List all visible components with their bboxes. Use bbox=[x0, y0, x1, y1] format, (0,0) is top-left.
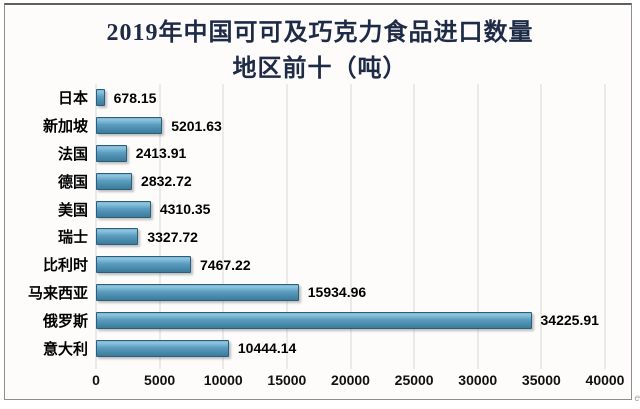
bar-8 bbox=[96, 311, 532, 329]
bar-row: 马来西亚 15934.96 bbox=[6, 279, 605, 307]
category-label: 德国 bbox=[57, 173, 88, 191]
bar-1 bbox=[96, 117, 163, 135]
category-label: 美国 bbox=[57, 201, 88, 219]
bar-row: 意大利 10444.14 bbox=[6, 334, 605, 362]
bar-row: 俄罗斯 34225.91 bbox=[6, 306, 605, 334]
bar-track: 2832.72 bbox=[96, 167, 605, 195]
bar-9 bbox=[96, 339, 229, 357]
value-label: 4310.35 bbox=[159, 201, 211, 218]
bar-track: 678.15 bbox=[96, 84, 605, 112]
value-label: 2832.72 bbox=[141, 173, 192, 190]
bar-track: 15934.96 bbox=[96, 279, 605, 307]
value-label: 10444.14 bbox=[237, 340, 297, 357]
x-tick-label: 20000 bbox=[331, 372, 370, 388]
x-tick-label: 10000 bbox=[203, 372, 243, 388]
bar-4 bbox=[96, 200, 151, 218]
bar-row: 瑞士 3327.72 bbox=[6, 223, 605, 251]
chart-title-line1: 2019年中国可可及巧克力食品进口数量 bbox=[106, 20, 534, 46]
category-label: 俄罗斯 bbox=[42, 312, 88, 330]
bar-row: 日本 678.15 bbox=[6, 84, 605, 112]
value-label: 34225.91 bbox=[540, 312, 599, 329]
bar-track: 4310.35 bbox=[96, 195, 605, 223]
x-tick-label: 30000 bbox=[458, 372, 498, 388]
x-tick-label: 15000 bbox=[267, 372, 307, 388]
category-label: 法国 bbox=[57, 145, 88, 163]
bar-2 bbox=[96, 144, 127, 162]
x-tick-label: 40000 bbox=[585, 372, 625, 388]
bar-5 bbox=[96, 228, 139, 246]
bar-track: 7467.22 bbox=[96, 251, 605, 279]
chart-title: 2019年中国可可及巧克力食品进口数量 地区前十（吨） bbox=[0, 15, 640, 87]
corner-watermark-mark: e bbox=[634, 393, 640, 404]
bar-row: 美国 4310.35 bbox=[6, 195, 605, 223]
bar-7 bbox=[96, 283, 299, 301]
x-tick-label: 5000 bbox=[144, 372, 176, 388]
bar-track: 10444.14 bbox=[96, 334, 605, 362]
bar-track: 3327.72 bbox=[96, 223, 605, 251]
bar-row: 新加坡 5201.63 bbox=[6, 112, 605, 140]
category-label: 比利时 bbox=[42, 257, 88, 275]
x-tick-label: 25000 bbox=[394, 372, 434, 388]
category-label: 意大利 bbox=[42, 340, 88, 358]
value-label: 15934.96 bbox=[307, 284, 367, 301]
bar-track: 5201.63 bbox=[96, 112, 605, 140]
bar-row: 法国 2413.91 bbox=[6, 140, 605, 168]
bar-track: 34225.91 bbox=[96, 306, 605, 334]
x-tick-label: 35000 bbox=[521, 372, 561, 388]
bar-rows: 日本 678.15 新加坡 5201.63 法国 2413.91 德国 2832.72 美国 43… bbox=[6, 84, 605, 362]
category-label: 日本 bbox=[57, 90, 88, 108]
value-label: 3327.72 bbox=[147, 228, 198, 245]
value-label: 7467.22 bbox=[200, 256, 251, 273]
bar-track: 2413.91 bbox=[96, 140, 605, 168]
category-label: 瑞士 bbox=[57, 229, 88, 247]
category-label: 马来西亚 bbox=[27, 284, 88, 302]
bar-6 bbox=[96, 256, 192, 274]
category-label: 新加坡 bbox=[42, 118, 88, 136]
bar-0 bbox=[96, 89, 105, 107]
value-label: 5201.63 bbox=[171, 117, 222, 134]
bar-row: 比利时 7467.22 bbox=[6, 251, 605, 279]
value-label: 2413.91 bbox=[135, 145, 187, 162]
bar-3 bbox=[96, 172, 133, 190]
bar-row: 德国 2832.72 bbox=[6, 167, 605, 195]
x-tick-label: 0 bbox=[92, 372, 100, 388]
value-label: 678.15 bbox=[113, 89, 157, 106]
x-axis-tick-labels: 0 5000 10000 15000 20000 25000 30000 35000 40000 bbox=[92, 372, 624, 390]
chart-title-line2: 地区前十（吨） bbox=[232, 56, 408, 82]
